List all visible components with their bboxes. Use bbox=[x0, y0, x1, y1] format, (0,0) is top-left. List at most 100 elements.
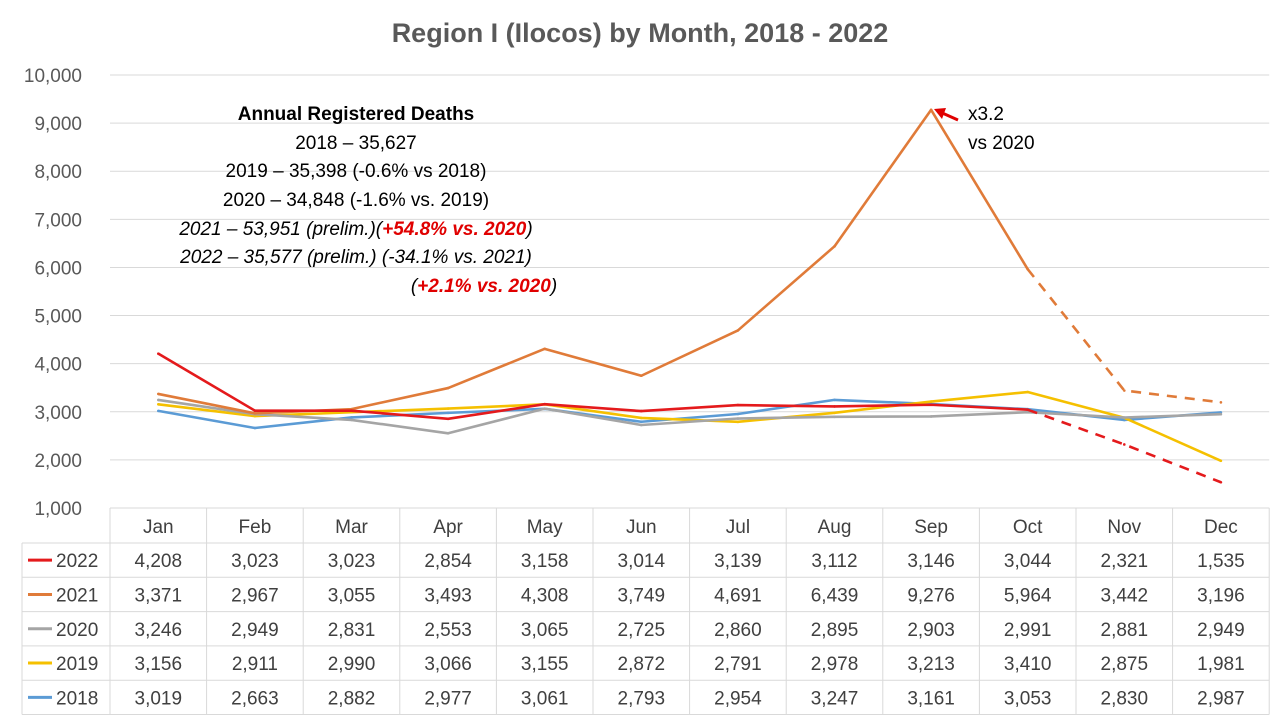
table-cell-2022-Mar: 3,023 bbox=[328, 551, 376, 572]
data-point-2021-Feb bbox=[253, 412, 257, 415]
data-point-2018-Aug bbox=[833, 398, 836, 402]
table-cell-2020-Sep: 2,903 bbox=[907, 620, 955, 641]
data-point-2020-Jun bbox=[640, 423, 643, 427]
table-cell-2018-Dec: 2,987 bbox=[1197, 688, 1245, 709]
data-point-2021-Jul bbox=[736, 329, 740, 332]
table-cell-2019-Jul: 2,791 bbox=[714, 654, 762, 675]
table-cell-2018-May: 3,061 bbox=[521, 688, 569, 709]
y-tick-label: 1,000 bbox=[34, 499, 82, 520]
table-cell-2019-Jan: 3,156 bbox=[135, 654, 183, 675]
table-cell-2019-Nov: 2,875 bbox=[1101, 654, 1149, 675]
y-tick-label: 5,000 bbox=[34, 307, 82, 328]
data-point-2019-Jul bbox=[736, 420, 740, 424]
table-cell-2020-Aug: 2,895 bbox=[811, 620, 859, 641]
data-point-2020-Aug bbox=[833, 415, 836, 419]
data-point-2021-May bbox=[543, 347, 546, 351]
table-cell-2022-Aug: 3,112 bbox=[811, 551, 857, 572]
x-tick-label: May bbox=[527, 517, 563, 538]
data-point-2021-Oct bbox=[1026, 267, 1029, 271]
data-point-2021-Jan bbox=[157, 392, 160, 396]
legend-label-2020: 2020 bbox=[56, 620, 98, 641]
table-cell-2019-Sep: 3,213 bbox=[907, 654, 955, 675]
table-cell-2018-Feb: 2,663 bbox=[231, 688, 279, 709]
data-point-2020-Apr bbox=[446, 431, 450, 435]
table-cell-2019-Feb: 2,911 bbox=[232, 654, 278, 675]
table-cell-2018-Jun: 2,793 bbox=[618, 688, 666, 709]
table-cell-2022-Dec: 1,535 bbox=[1197, 551, 1245, 572]
data-point-2022-Sep bbox=[929, 403, 933, 407]
table-cell-2022-Nov: 2,321 bbox=[1101, 551, 1149, 572]
peak-note-ratio: x3.2 bbox=[968, 104, 1004, 125]
table-cell-2018-Jul: 2,954 bbox=[714, 688, 762, 709]
table-cell-2022-Feb: 3,023 bbox=[231, 551, 279, 572]
x-tick-label: Dec bbox=[1204, 517, 1238, 538]
data-point-2022-Apr bbox=[446, 417, 450, 421]
data-point-2020-Dec bbox=[1219, 412, 1223, 416]
table-cell-2022-May: 3,158 bbox=[521, 551, 569, 572]
annotation-2021: 2021 – 53,951 (prelim.)(+54.8% vs. 2020) bbox=[178, 219, 532, 240]
table-cell-2019-May: 3,155 bbox=[521, 654, 569, 675]
peak-note-vs: vs 2020 bbox=[968, 133, 1035, 154]
data-point-2020-Mar bbox=[350, 418, 353, 422]
table-cell-2021-Mar: 3,055 bbox=[328, 585, 376, 606]
data-point-2019-Sep bbox=[929, 400, 933, 403]
table-cell-2022-Apr: 2,854 bbox=[424, 551, 472, 572]
table-cell-2018-Aug: 3,247 bbox=[811, 688, 859, 709]
series-lines bbox=[157, 108, 1223, 484]
data-point-2018-Jun bbox=[640, 420, 643, 424]
table-cell-2018-Oct: 3,053 bbox=[1004, 688, 1052, 709]
y-tick-label: 2,000 bbox=[34, 451, 82, 472]
data-point-2022-Jul bbox=[736, 403, 740, 407]
data-point-2019-Apr bbox=[446, 407, 450, 410]
series-line-2020 bbox=[158, 398, 1221, 435]
data-point-2019-Jan bbox=[157, 402, 160, 406]
data-table: Jan Feb Mar Apr May Jun Jul Aug Sep Oct Nov Dec 2022… bbox=[21, 507, 1270, 715]
x-tick-label: Feb bbox=[239, 517, 272, 538]
table-cell-2020-Jun: 2,725 bbox=[618, 620, 666, 641]
x-tick-label: Jul bbox=[726, 517, 750, 538]
x-tick-label: Jun bbox=[626, 517, 657, 538]
data-point-2019-Oct bbox=[1026, 390, 1029, 394]
table-cell-2020-Feb: 2,949 bbox=[231, 620, 279, 641]
table-cell-2020-May: 3,065 bbox=[521, 620, 569, 641]
table-cell-2020-Dec: 2,949 bbox=[1197, 620, 1245, 641]
gridlines bbox=[110, 74, 1270, 509]
series-line-prelim-2022 bbox=[1027, 408, 1222, 484]
series-line-2022 bbox=[157, 352, 1028, 421]
annotation-2022-vs-2020: (+2.1% vs. 2020) bbox=[411, 276, 557, 297]
legend-label-2018: 2018 bbox=[56, 688, 98, 709]
data-point-2019-Dec bbox=[1219, 459, 1223, 463]
annotation-2018: 2018 – 35,627 bbox=[295, 133, 417, 154]
data-point-2021-Aug bbox=[833, 245, 836, 248]
x-tick-label: Aug bbox=[818, 517, 852, 538]
table-cell-2021-Nov: 3,442 bbox=[1101, 585, 1149, 606]
data-point-2021-Jun bbox=[640, 374, 643, 378]
table-cell-2018-Sep: 3,161 bbox=[907, 688, 955, 709]
table-cell-2020-Mar: 2,831 bbox=[328, 620, 376, 641]
series-line-prelim-2021 bbox=[1026, 268, 1222, 404]
x-tick-label: Oct bbox=[1013, 517, 1043, 538]
table-cell-2018-Jan: 3,019 bbox=[135, 688, 183, 709]
table-cell-2021-Jun: 3,749 bbox=[618, 585, 666, 606]
table-cell-2021-Sep: 9,276 bbox=[907, 585, 955, 606]
table-cell-2020-Jan: 3,246 bbox=[135, 620, 183, 641]
data-point-2018-Mar bbox=[350, 416, 353, 419]
table-cell-2021-Apr: 3,493 bbox=[424, 585, 472, 606]
legend-label-2019: 2019 bbox=[56, 654, 98, 675]
y-tick-label: 3,000 bbox=[34, 403, 82, 424]
table-cell-2018-Mar: 2,882 bbox=[328, 688, 376, 709]
data-point-2022-Dec bbox=[1219, 480, 1223, 484]
peak-annotation: x3.2 vs 2020 bbox=[934, 104, 1035, 154]
data-point-2020-Nov bbox=[1123, 416, 1126, 419]
data-point-2022-Jun bbox=[640, 409, 643, 413]
table-cell-2019-Oct: 3,410 bbox=[1004, 654, 1052, 675]
table-cell-2022-Jan: 4,208 bbox=[135, 551, 183, 572]
table-cell-2020-Jul: 2,860 bbox=[714, 620, 762, 641]
table-cell-2021-Aug: 6,439 bbox=[811, 585, 859, 606]
data-point-2020-Jan bbox=[157, 398, 160, 402]
data-point-2018-Feb bbox=[253, 426, 257, 430]
table-cell-2019-Jun: 2,872 bbox=[618, 654, 666, 675]
table-cell-2019-Mar: 2,990 bbox=[328, 654, 376, 675]
data-point-2022-Jan bbox=[157, 352, 160, 355]
